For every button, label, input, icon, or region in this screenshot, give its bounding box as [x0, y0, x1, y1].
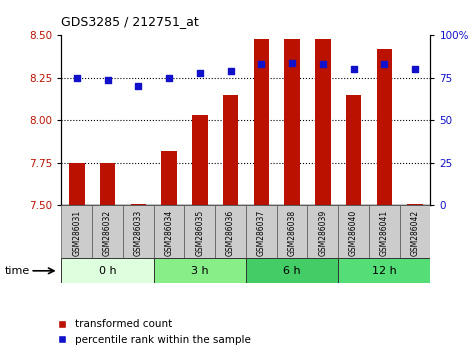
- Text: GSM286035: GSM286035: [195, 210, 204, 256]
- Point: [227, 68, 235, 74]
- Bar: [338, 205, 369, 258]
- Bar: [369, 205, 400, 258]
- Point: [380, 62, 388, 67]
- Bar: [254, 39, 269, 205]
- Bar: [161, 151, 177, 205]
- Bar: [377, 49, 392, 205]
- Bar: [223, 95, 238, 205]
- Point: [166, 75, 173, 81]
- Bar: [215, 205, 246, 258]
- Text: GSM286037: GSM286037: [257, 210, 266, 256]
- Bar: [154, 258, 246, 283]
- Bar: [277, 205, 307, 258]
- Text: 12 h: 12 h: [372, 266, 397, 276]
- Text: GSM286034: GSM286034: [165, 210, 174, 256]
- Point: [350, 67, 358, 72]
- Text: time: time: [5, 266, 30, 276]
- Text: 0 h: 0 h: [99, 266, 116, 276]
- Bar: [338, 258, 430, 283]
- Bar: [400, 205, 430, 258]
- Bar: [154, 205, 184, 258]
- Bar: [100, 163, 115, 205]
- Bar: [307, 205, 338, 258]
- Text: GSM286040: GSM286040: [349, 210, 358, 256]
- Bar: [192, 115, 208, 205]
- Point: [104, 77, 112, 82]
- Bar: [131, 204, 146, 205]
- Text: GSM286039: GSM286039: [318, 210, 327, 256]
- Point: [73, 75, 80, 81]
- Bar: [246, 205, 277, 258]
- Point: [134, 84, 142, 89]
- Bar: [69, 163, 85, 205]
- Bar: [123, 205, 154, 258]
- Point: [196, 70, 203, 76]
- Text: GSM286036: GSM286036: [226, 210, 235, 256]
- Text: GSM286032: GSM286032: [103, 210, 112, 256]
- Point: [411, 67, 419, 72]
- Text: GSM286031: GSM286031: [72, 210, 81, 256]
- Point: [288, 60, 296, 65]
- Legend: transformed count, percentile rank within the sample: transformed count, percentile rank withi…: [53, 315, 255, 349]
- Bar: [346, 95, 361, 205]
- Point: [319, 62, 326, 67]
- Bar: [61, 258, 154, 283]
- Bar: [61, 205, 92, 258]
- Bar: [92, 205, 123, 258]
- Text: 3 h: 3 h: [191, 266, 209, 276]
- Text: GSM286038: GSM286038: [288, 210, 297, 256]
- Text: GSM286033: GSM286033: [134, 210, 143, 256]
- Text: GSM286042: GSM286042: [411, 210, 420, 256]
- Bar: [184, 205, 215, 258]
- Text: GSM286041: GSM286041: [380, 210, 389, 256]
- Bar: [407, 204, 423, 205]
- Bar: [315, 39, 331, 205]
- Bar: [284, 39, 300, 205]
- Bar: [246, 258, 338, 283]
- Text: GDS3285 / 212751_at: GDS3285 / 212751_at: [61, 15, 199, 28]
- Point: [257, 62, 265, 67]
- Text: 6 h: 6 h: [283, 266, 301, 276]
